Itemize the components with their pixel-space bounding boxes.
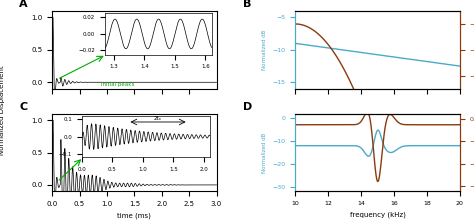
Text: Normalized Displacement: Normalized Displacement	[0, 65, 5, 155]
Text: A: A	[19, 0, 28, 9]
Text: initial peaks: initial peaks	[101, 82, 135, 87]
X-axis label: frequency (kHz): frequency (kHz)	[350, 212, 406, 218]
Text: C: C	[19, 102, 27, 112]
Y-axis label: Normalized dB: Normalized dB	[262, 30, 267, 70]
Y-axis label: Normalized dB: Normalized dB	[262, 132, 267, 173]
Text: B: B	[243, 0, 251, 9]
Text: D: D	[243, 102, 252, 112]
X-axis label: time (ms): time (ms)	[118, 213, 151, 219]
